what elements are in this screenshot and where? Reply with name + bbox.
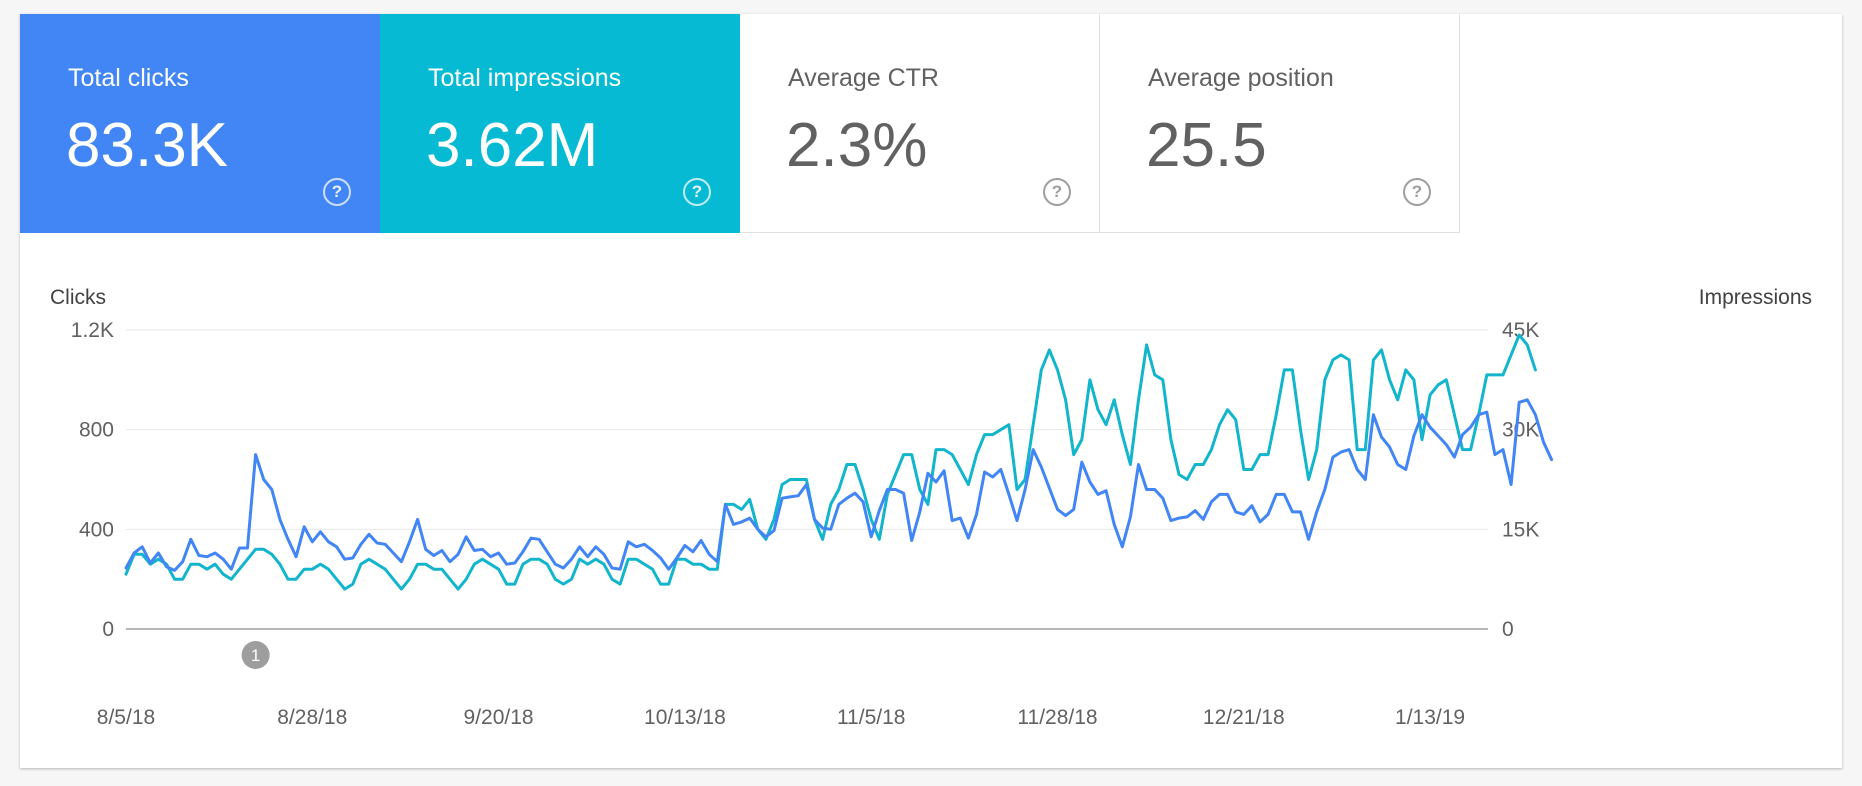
metric-tile-total-impressions[interactable]: Total impressions 3.62M ?: [380, 14, 740, 233]
x-tick-label: 11/5/18: [837, 706, 906, 729]
y-left-tick-label: 0: [102, 618, 114, 641]
help-icon[interactable]: ?: [1043, 178, 1071, 206]
metric-tile-total-clicks[interactable]: Total clicks 83.3K ?: [20, 14, 380, 233]
y-left-axis-title: Clicks: [50, 286, 106, 309]
y-left-tick-label: 1.2K: [71, 319, 114, 342]
axis-ticks: 0 0 400 15K 800 30K 1.2K 45K 8/5/18 8/28/18 9/20/1…: [71, 319, 1540, 729]
impressions-series-line: [124, 333, 1537, 591]
y-right-tick-label: 15K: [1502, 518, 1539, 541]
metric-label: Average CTR: [788, 64, 939, 92]
metric-tile-average-ctr[interactable]: Average CTR 2.3% ?: [740, 14, 1100, 233]
metric-label: Total clicks: [68, 64, 189, 92]
x-tick-label: 11/28/18: [1017, 706, 1097, 729]
help-icon[interactable]: ?: [1403, 178, 1431, 206]
help-icon[interactable]: ?: [683, 178, 711, 206]
metric-tile-average-position[interactable]: Average position 25.5 ?: [1100, 14, 1460, 233]
y-left-tick-label: 400: [79, 518, 114, 541]
y-right-tick-label: 30K: [1502, 419, 1539, 442]
annotation[interactable]: 1: [241, 641, 270, 669]
x-tick-label: 8/28/18: [277, 706, 347, 729]
y-left-tick-label: 800: [79, 419, 114, 442]
performance-card: Total clicks 83.3K ? Total impressions 3…: [20, 14, 1842, 768]
metric-value: 25.5: [1146, 111, 1267, 180]
annotation-marker[interactable]: [241, 641, 270, 669]
performance-chart: Clicks Impressions 0 0 400 15K 800 30K 1.2K 45K…: [50, 286, 1812, 729]
x-tick-label: 9/20/18: [464, 706, 534, 729]
grid: [126, 329, 1488, 630]
series-lines: [124, 333, 1554, 591]
metric-value: 3.62M: [426, 111, 599, 180]
x-tick-label: 8/5/18: [97, 706, 155, 729]
y-right-tick-label: 45K: [1502, 319, 1539, 342]
metric-label: Average position: [1148, 64, 1334, 92]
clicks-series-line: [124, 398, 1554, 572]
annotation-marker-label: 1: [251, 646, 260, 665]
y-right-tick-label: 0: [1502, 618, 1514, 641]
metric-value: 83.3K: [66, 111, 229, 180]
help-icon[interactable]: ?: [323, 178, 351, 206]
x-tick-label: 10/13/18: [644, 706, 726, 729]
metric-value: 2.3%: [786, 111, 928, 180]
y-right-axis-title: Impressions: [1699, 286, 1812, 309]
x-tick-label: 1/13/19: [1395, 706, 1465, 729]
x-tick-label: 12/21/18: [1203, 706, 1285, 729]
metric-label: Total impressions: [428, 64, 622, 92]
